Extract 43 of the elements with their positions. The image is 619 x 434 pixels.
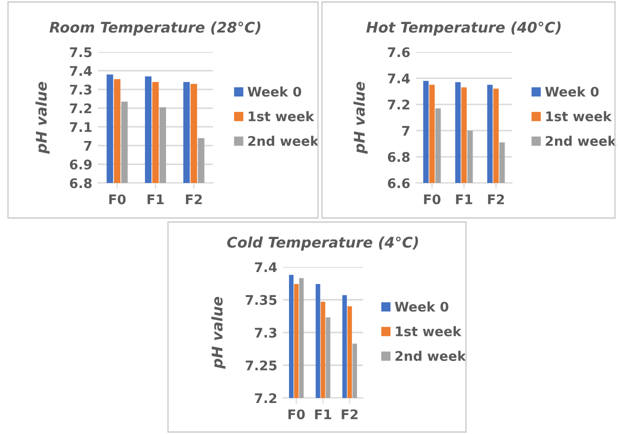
legend-label: Week 0	[248, 86, 302, 97]
y-tick-label: 7.25	[246, 360, 277, 370]
y-tick-label: 6.8	[388, 152, 410, 162]
chart-title: Hot Temperature (40°C)	[366, 21, 561, 36]
chart-title: Room Temperature (28°C)	[50, 21, 260, 36]
legend-label: 1st week	[546, 111, 612, 122]
legend-label: 2nd week	[546, 136, 616, 146]
y-tick-label: 7.6	[388, 47, 410, 58]
x-tick-label: F1	[148, 194, 164, 204]
legend-label: 2nd week	[248, 136, 319, 146]
y-tick-label: 6.8	[70, 178, 92, 188]
y-axis-title: pH value	[354, 82, 368, 154]
y-tick-label: 7.2	[70, 103, 92, 114]
y-axis-title: pH value	[211, 296, 226, 369]
y-axis-title: pH value	[36, 82, 50, 154]
chart-title: Cold Temperature (4°C)	[227, 236, 418, 251]
y-tick-label: 7	[84, 140, 92, 151]
y-tick-label: 7.4	[254, 262, 277, 272]
y-tick-label: 7.2	[254, 393, 276, 404]
y-tick-label: 7.1	[70, 122, 92, 132]
y-tick-label: 7.3	[254, 328, 276, 338]
legend-label: 2nd week	[396, 350, 466, 361]
y-tick-label: 7.35	[246, 294, 277, 305]
legend-label: 1st week	[396, 326, 462, 336]
legend-label: 1st week	[248, 111, 314, 122]
legend-label: Week 0	[394, 301, 448, 312]
x-tick-label: F0	[288, 409, 305, 420]
x-tick-label: F0	[109, 194, 126, 204]
x-tick-label: F1	[315, 410, 332, 420]
y-tick-label: 7.4	[70, 66, 92, 76]
y-tick-label: 7.4	[388, 74, 410, 84]
y-tick-label: 7.2	[388, 100, 410, 110]
y-tick-label: 6.9	[70, 160, 92, 170]
legend-label: Week 0	[545, 86, 599, 97]
y-tick-label: 7.3	[70, 84, 92, 95]
x-tick-label: F2	[488, 194, 504, 204]
y-tick-label: 7.5	[70, 47, 92, 58]
x-tick-label: F2	[342, 409, 358, 420]
x-tick-label: F0	[424, 194, 440, 204]
x-tick-label: F1	[456, 194, 472, 204]
x-tick-label: F2	[186, 194, 202, 204]
y-tick-label: 6.6	[388, 178, 410, 188]
y-tick-label: 7	[402, 126, 410, 136]
